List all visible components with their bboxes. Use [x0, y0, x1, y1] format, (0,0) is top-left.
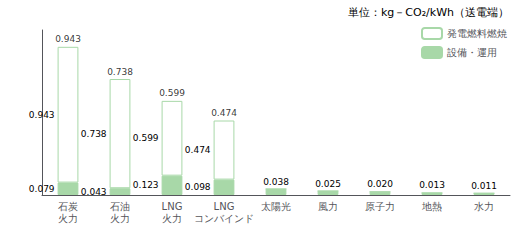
svg-text:LNG: LNG: [162, 201, 183, 212]
svg-text:0.038: 0.038: [263, 177, 289, 187]
svg-text:原子力: 原子力: [365, 201, 395, 212]
svg-text:0.123: 0.123: [133, 180, 159, 190]
svg-text:火力: 火力: [110, 213, 130, 224]
svg-text:0.738: 0.738: [107, 67, 133, 77]
svg-text:0.043: 0.043: [81, 187, 107, 197]
svg-text:0.020: 0.020: [367, 179, 393, 189]
svg-text:設備・運用: 設備・運用: [447, 47, 497, 58]
svg-text:発電燃料燃焼: 発電燃料燃焼: [447, 28, 507, 39]
svg-text:石油: 石油: [110, 201, 130, 212]
svg-text:0.474: 0.474: [211, 108, 237, 118]
svg-text:0.599: 0.599: [159, 88, 185, 98]
svg-text:地熱: 地熱: [421, 201, 442, 212]
svg-text:単位：kg－CO₂/kWh（送電端）: 単位：kg－CO₂/kWh（送電端）: [348, 6, 509, 19]
svg-text:0.738: 0.738: [81, 129, 107, 139]
svg-text:0.079: 0.079: [29, 184, 55, 194]
svg-text:0.943: 0.943: [55, 34, 81, 44]
svg-text:太陽光: 太陽光: [261, 201, 291, 212]
svg-text:0.474: 0.474: [185, 145, 211, 155]
svg-text:LNG: LNG: [214, 201, 235, 212]
svg-text:火力: 火力: [162, 213, 182, 224]
svg-text:0.025: 0.025: [315, 179, 341, 189]
svg-text:0.013: 0.013: [419, 180, 445, 190]
svg-text:水力: 水力: [474, 201, 494, 212]
svg-text:風力: 風力: [318, 201, 338, 212]
svg-text:0.599: 0.599: [133, 133, 159, 143]
svg-text:0.011: 0.011: [471, 181, 497, 191]
svg-text:0.943: 0.943: [29, 110, 55, 120]
svg-text:石炭: 石炭: [58, 201, 78, 212]
svg-text:火力: 火力: [58, 213, 78, 224]
svg-text:コンバインド: コンバインド: [194, 213, 254, 224]
svg-text:0.098: 0.098: [185, 182, 211, 192]
